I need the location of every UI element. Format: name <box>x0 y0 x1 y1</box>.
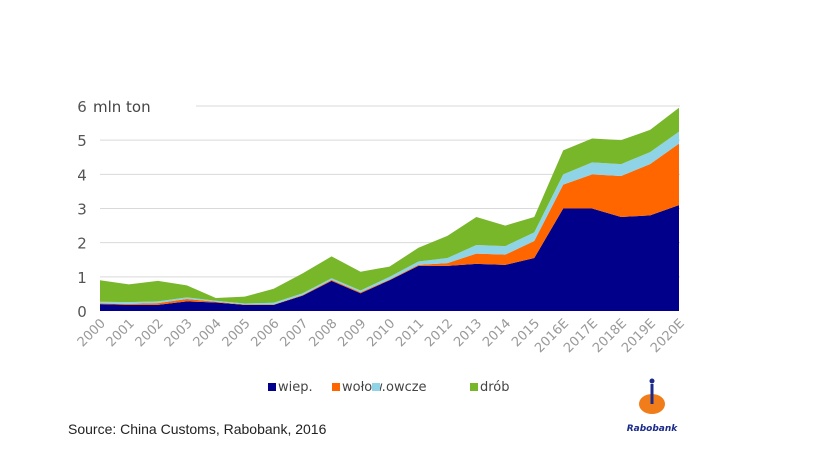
logo-text: Rabobank <box>627 424 679 434</box>
legend-swatch <box>470 383 478 391</box>
x-tick-label: 2008 <box>306 316 340 350</box>
y-tick-label: 0 <box>77 303 87 321</box>
legend-label: owcze <box>386 380 427 395</box>
area-series-3 <box>100 107 679 304</box>
x-tick-label: 2011 <box>393 316 427 350</box>
legend-label: drób <box>480 380 510 395</box>
y-tick-label: 5 <box>77 132 87 150</box>
legend-swatch <box>268 383 276 391</box>
y-tick-label: 3 <box>77 201 87 219</box>
x-tick-label: 2012 <box>422 316 456 350</box>
x-tick-label: 2013 <box>451 316 485 350</box>
x-tick-label: 2009 <box>335 316 369 350</box>
x-tick-label: 2001 <box>104 316 138 350</box>
legend-swatch <box>372 383 380 391</box>
x-tick-label: 2005 <box>220 316 254 350</box>
area-series-0 <box>100 205 679 311</box>
x-tick-label: 2000 <box>75 316 109 350</box>
logo-figure-head <box>649 378 655 384</box>
legend-swatch <box>332 383 340 391</box>
x-tick-label: 2003 <box>162 316 196 350</box>
y-unit-label: mln ton <box>93 98 151 116</box>
y-tick-label: 2 <box>77 235 87 253</box>
x-tick-label: 2007 <box>277 316 311 350</box>
x-tick-label: 2006 <box>249 316 283 350</box>
y-tick-label: 4 <box>77 166 87 184</box>
x-tick-label: 2002 <box>133 316 167 350</box>
y-tick-label: 1 <box>77 269 87 287</box>
y-tick-label: 6 <box>77 98 87 116</box>
x-tick-label: 2004 <box>191 316 225 350</box>
x-tick-label: 2014 <box>480 316 514 350</box>
source-note: Source: China Customs, Rabobank, 2016 <box>68 421 327 437</box>
x-tick-label: 2010 <box>364 316 398 350</box>
legend-label: wiep. <box>278 380 313 395</box>
